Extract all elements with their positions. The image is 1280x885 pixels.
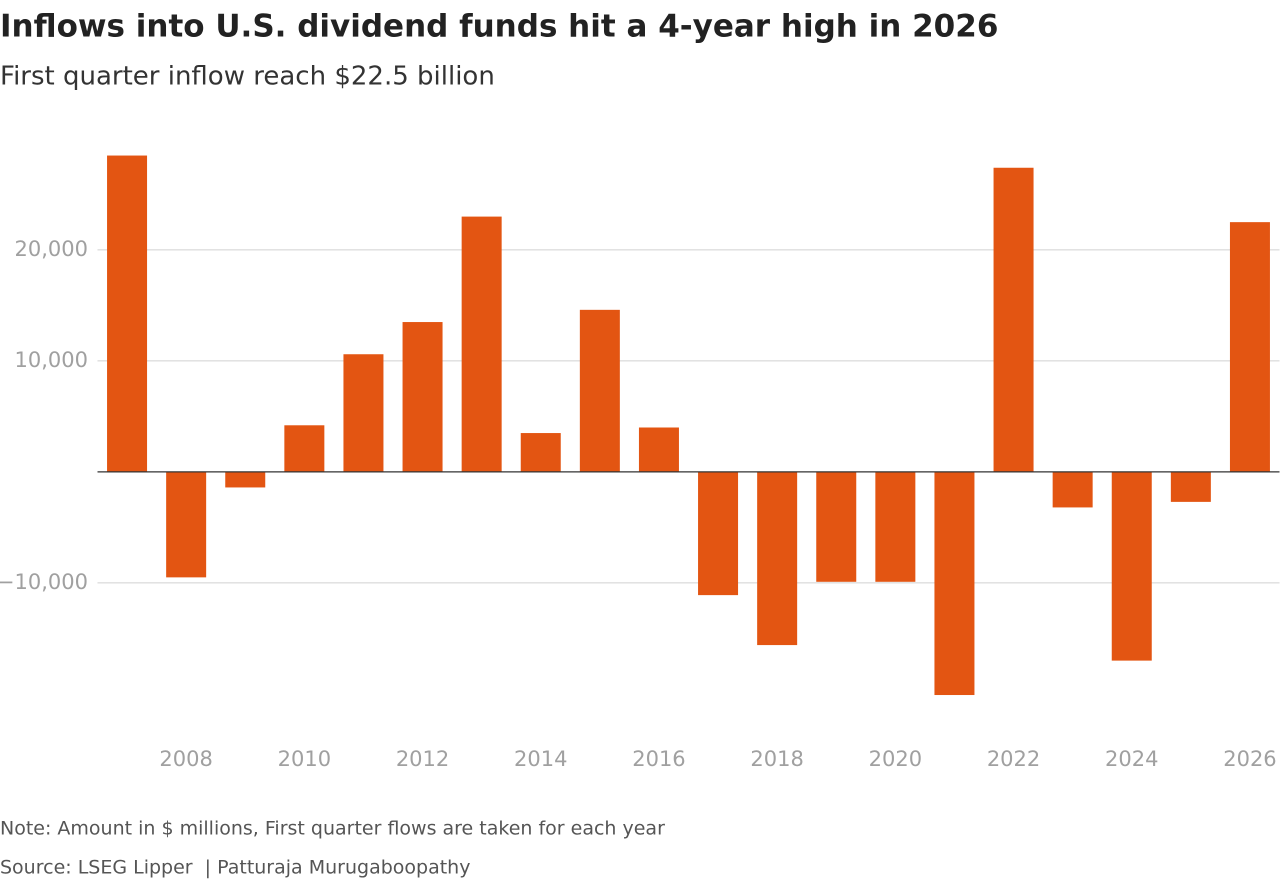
bar <box>875 471 916 582</box>
x-tick-label: 2012 <box>396 747 449 771</box>
bar <box>698 471 739 596</box>
bar <box>107 155 148 472</box>
x-tick-label: 2022 <box>987 747 1040 771</box>
chart-subtitle: First quarter inflow reach $22.5 billion <box>0 62 495 92</box>
x-tick-label: 2026 <box>1223 747 1276 771</box>
source: Source: LSEG Lipper | Patturaja Murugabo… <box>0 857 470 879</box>
bar <box>816 471 857 582</box>
bar <box>461 216 502 472</box>
x-tick-label: 2016 <box>632 747 685 771</box>
y-tick-label: 20,000 <box>15 237 88 261</box>
bar <box>993 167 1034 472</box>
y-tick-label: −10,000 <box>0 570 88 594</box>
x-tick-label: 2010 <box>278 747 331 771</box>
bar <box>520 433 561 472</box>
y-tick-label: 10,000 <box>15 348 88 372</box>
bar <box>638 427 679 472</box>
bar <box>1229 222 1270 472</box>
note: Note: Amount in $ millions, First quarte… <box>0 818 665 840</box>
bar <box>343 354 384 472</box>
x-tick-label: 2024 <box>1105 747 1158 771</box>
bar <box>579 309 620 472</box>
x-tick-label: 2020 <box>869 747 922 771</box>
bar <box>1111 471 1152 661</box>
x-tick-label: 2014 <box>514 747 567 771</box>
bar <box>166 471 207 578</box>
chart-title: Inflows into U.S. dividend funds hit a 4… <box>0 9 998 45</box>
bar <box>934 471 975 696</box>
bar <box>757 471 798 646</box>
x-tick-label: 2008 <box>159 747 212 771</box>
x-tick-label: 2018 <box>750 747 803 771</box>
bar <box>1052 471 1093 508</box>
bar <box>402 322 443 472</box>
bar <box>1170 471 1211 502</box>
bar <box>284 425 325 472</box>
bar <box>225 471 266 488</box>
